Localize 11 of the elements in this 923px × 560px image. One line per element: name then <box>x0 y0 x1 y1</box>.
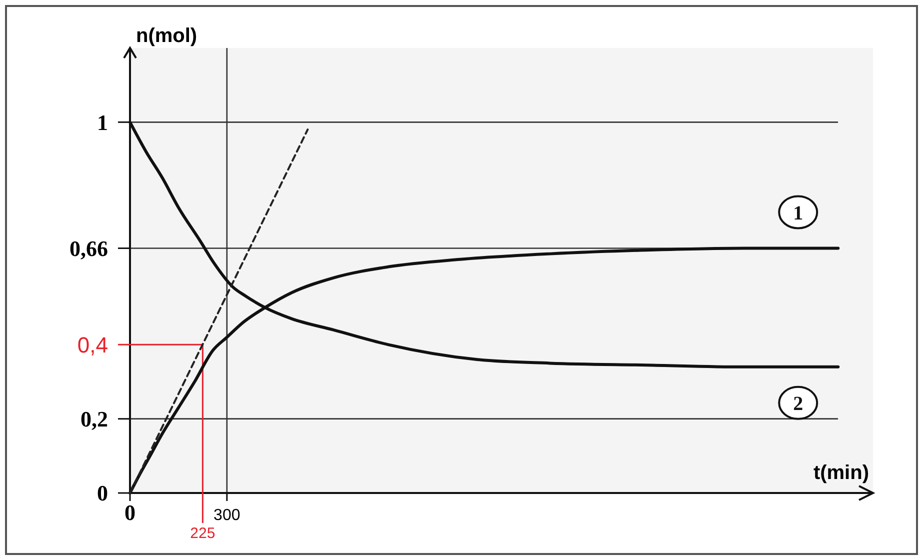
y-tick-label: 1 <box>97 110 108 135</box>
ref-line-label: 0,4 <box>77 332 108 358</box>
series-label: 1 <box>793 202 804 224</box>
y-tick-label: 0 <box>97 480 108 506</box>
series-label: 2 <box>793 392 804 415</box>
ref-line-label: 225 <box>190 525 216 542</box>
y-tick-label: 0,66 <box>70 236 108 261</box>
x-tick-label: 300 <box>214 507 240 524</box>
y-tick-label: 0,2 <box>80 406 108 432</box>
x-axis-title: t(min) <box>813 462 869 484</box>
y-axis-title: n(mol) <box>136 25 198 47</box>
